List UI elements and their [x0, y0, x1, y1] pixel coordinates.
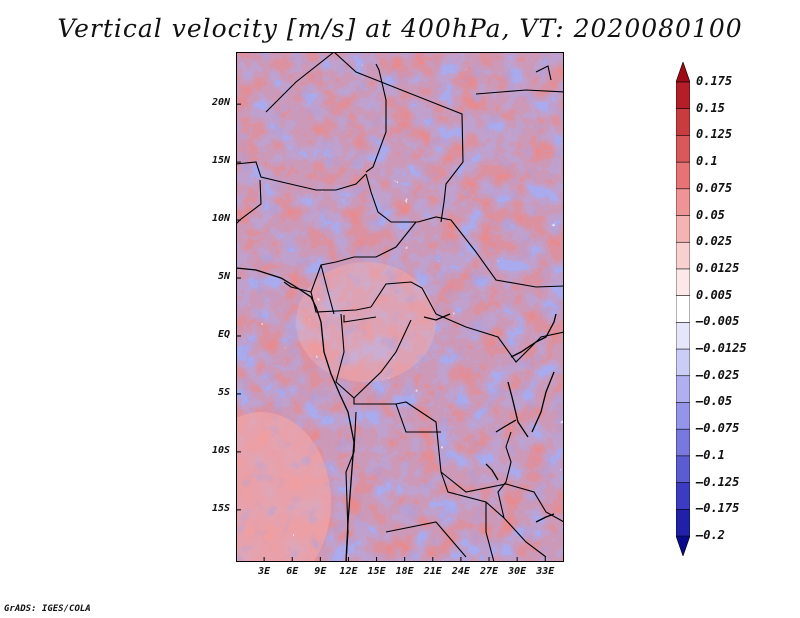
colorbar-tick-label: 0.175 — [696, 74, 733, 88]
colorbar-tick-label: 0.15 — [696, 100, 725, 115]
colorbar-swatch — [676, 322, 690, 350]
lon-tick-label: 3E — [258, 566, 271, 577]
colorbar-tick-label: –0.05 — [696, 394, 733, 409]
colorbar-tick-label: 0.075 — [696, 180, 733, 195]
colorbar-tick-label: 0.0125 — [696, 260, 740, 275]
page-title: Vertical velocity [m/s] at 400hPa, VT: 2… — [57, 14, 743, 43]
coastline — [236, 267, 557, 562]
colorbar-tick-label: –0.175 — [696, 501, 740, 516]
lon-tick-label: 33E — [536, 566, 555, 577]
colorbar-tick-label: –0.2 — [696, 528, 725, 542]
colorbar-swatch — [676, 295, 690, 324]
lon-tick-label: 21E — [423, 566, 442, 577]
colorbar-tick-label: –0.1 — [696, 447, 725, 462]
lon-tick-label: 9E — [314, 566, 327, 577]
lat-tick-label: 5S — [217, 386, 230, 398]
colorbar-swatch — [676, 161, 690, 190]
country-borders — [236, 52, 564, 562]
colorbar-swatch — [676, 348, 690, 377]
colorbar-swatch — [676, 81, 690, 110]
colorbar-tick-label: 0.05 — [696, 207, 725, 222]
colorbar-swatch — [676, 402, 690, 430]
colorbar-swatch — [676, 455, 690, 484]
colorbar-swatch — [676, 241, 690, 270]
colorbar-tick-label: 0.005 — [696, 287, 733, 302]
lat-tick-label: 20N — [211, 97, 230, 109]
axis-ticks — [236, 103, 546, 562]
colorbar-swatch — [676, 535, 690, 556]
colorbar-swatch — [676, 135, 690, 163]
colorbar-swatch — [676, 428, 690, 457]
lat-tick-label: 5N — [217, 271, 230, 283]
colorbar-tick-label: 0.1 — [696, 154, 718, 169]
lon-tick-label: 12E — [339, 566, 358, 577]
lon-tick-label: 30E — [508, 566, 527, 577]
lon-tick-label: 24E — [451, 566, 470, 577]
lon-tick-label: 18E — [395, 566, 414, 577]
lat-tick-label: 10S — [211, 444, 230, 456]
colorbar-swatch — [676, 62, 690, 83]
colorbar-swatch — [676, 215, 690, 244]
colorbar-swatch — [676, 188, 690, 217]
colorbar-swatch — [676, 508, 690, 537]
grads-credit: GrADS: IGES/COLA — [4, 604, 91, 614]
map-panel[interactable] — [236, 52, 564, 562]
lat-tick-label: EQ — [217, 328, 230, 340]
colorbar-tick-label: –0.025 — [696, 367, 740, 382]
colorbar-swatch — [676, 375, 690, 404]
lon-tick-label: 6E — [286, 566, 299, 577]
colorbar-tick-label: –0.125 — [696, 474, 740, 489]
colorbar-swatch — [676, 482, 690, 511]
lon-tick-label: 27E — [479, 566, 499, 577]
map-frame — [236, 52, 564, 562]
colorbar-swatch — [676, 108, 690, 137]
colorbar-tick-label: –0.075 — [696, 421, 740, 436]
lon-tick-label: 15E — [367, 566, 386, 577]
vertical-velocity-map[interactable] — [236, 52, 564, 562]
colorbar-tick-label: 0.025 — [696, 234, 733, 249]
colorbar — [676, 62, 690, 556]
colorbar-tick-label: –0.005 — [696, 314, 740, 329]
lat-tick-label: 10N — [211, 213, 230, 225]
colorbar-tick-label: 0.125 — [696, 127, 733, 142]
colorbar-swatch — [676, 268, 690, 297]
colorbar-tick-label: –0.0125 — [696, 341, 747, 356]
lat-tick-label: 15N — [211, 155, 230, 167]
map-neutral-field — [236, 52, 564, 562]
lat-tick-label: 15S — [211, 502, 230, 514]
